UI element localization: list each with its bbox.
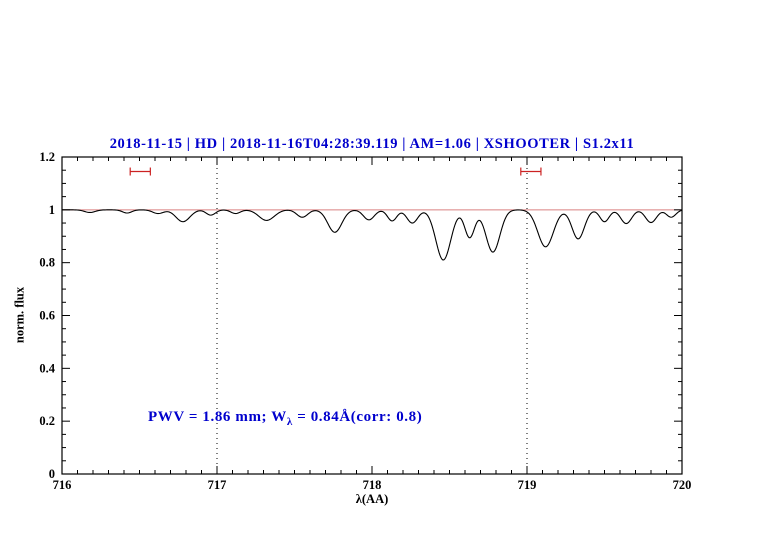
plot-title: 2018-11-15 | HD | 2018-11-16T04:28:39.11… [109, 136, 635, 152]
y-tick-label: 1.2 [39, 150, 55, 164]
y-tick-label: 0.4 [39, 361, 55, 375]
interval-marker-1 [129, 167, 151, 176]
spectrum-line [62, 209, 683, 261]
x-tick-label: 719 [518, 478, 537, 492]
x-axis-label: λ(AA) [355, 492, 389, 506]
pwv-annotation-suffix: = 0.84Å(corr: 0.8) [292, 409, 423, 425]
x-tick-label: 718 [363, 478, 382, 492]
x-tick-label: 717 [208, 478, 227, 492]
y-tick-label: 0.8 [39, 256, 55, 270]
interval-marker-2 [520, 167, 542, 176]
pwv-annotation-prefix: PWV = 1.86 mm; W [148, 409, 287, 425]
x-tick-label: 720 [673, 478, 692, 492]
y-tick-label: 0.6 [39, 309, 55, 323]
pwv-annotation-lambda-subscript: λ [286, 416, 293, 428]
y-axis-label: norm. flux [12, 286, 27, 344]
y-tick-label: 0.2 [39, 414, 55, 428]
y-tick-label: 0 [49, 467, 55, 481]
pwv-annotation: PWV = 1.86 mm; Wλ = 0.84Å(corr: 0.8) [148, 409, 422, 428]
y-tick-label: 1 [49, 203, 55, 217]
x-tick-label: 716 [53, 478, 72, 492]
